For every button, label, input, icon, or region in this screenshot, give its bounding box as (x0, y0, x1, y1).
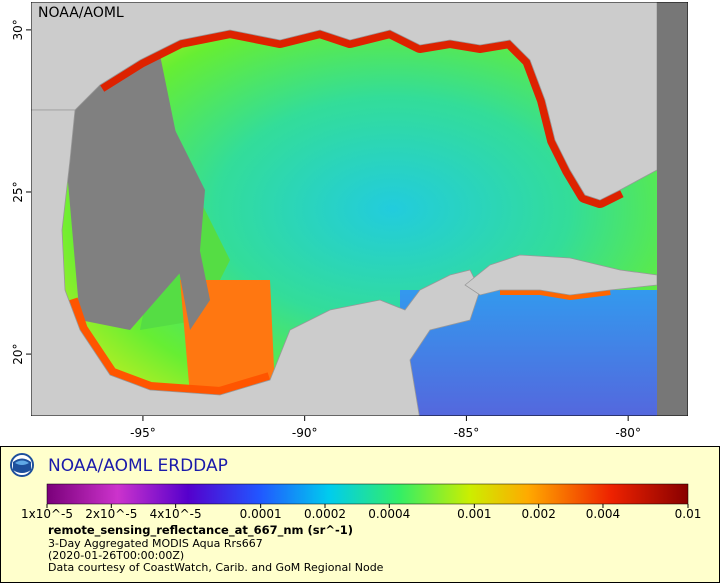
land (31, 2, 658, 416)
lat-tick-label: 25° (11, 181, 25, 202)
variable-name: remote_sensing_reflectance_at_667_nm (sr… (48, 523, 353, 538)
lon-tick-label: -80° (615, 426, 641, 440)
lon-tick-label: -90° (292, 426, 318, 440)
colorbar (46, 483, 689, 505)
lat-tick-label: 20° (11, 343, 25, 364)
missing-data-strip (657, 2, 688, 416)
colorbar-tick-label: 2x10^-5 (85, 507, 137, 521)
colorbar-tick-label: 4x10^-5 (150, 507, 202, 521)
time-label: (2020-01-26T00:00:00Z) (48, 549, 184, 562)
watermark: NOAA/AOML (38, 5, 124, 21)
colorbar-tick-label: 0.01 (675, 507, 702, 521)
colorbar-tick-label: 1x10^-5 (21, 507, 73, 521)
noaa-logo (10, 453, 34, 477)
lon-tick-label: -85° (454, 426, 480, 440)
colorbar-tick-label: 0.0001 (240, 507, 282, 521)
colorbar-tick-label: 0.001 (457, 507, 491, 521)
colorbar-tick-label: 0.0004 (368, 507, 410, 521)
colorbar-tick-label: 0.002 (521, 507, 555, 521)
dataset-title: 3-Day Aggregated MODIS Aqua Rrs667 (48, 537, 263, 550)
credit: Data courtesy of CoastWatch, Carib. and … (48, 561, 384, 574)
lon-tick-label: -95° (130, 426, 156, 440)
legend-title: NOAA/AOML ERDDAP (48, 456, 228, 476)
legend-panel (0, 446, 720, 583)
lat-tick-label: 30° (11, 19, 25, 40)
colorbar-tick-label: 0.0002 (304, 507, 346, 521)
missing-data (140, 55, 210, 330)
colorbar-tick-label: 0.004 (586, 507, 620, 521)
map: NOAA/AOML (31, 2, 688, 416)
